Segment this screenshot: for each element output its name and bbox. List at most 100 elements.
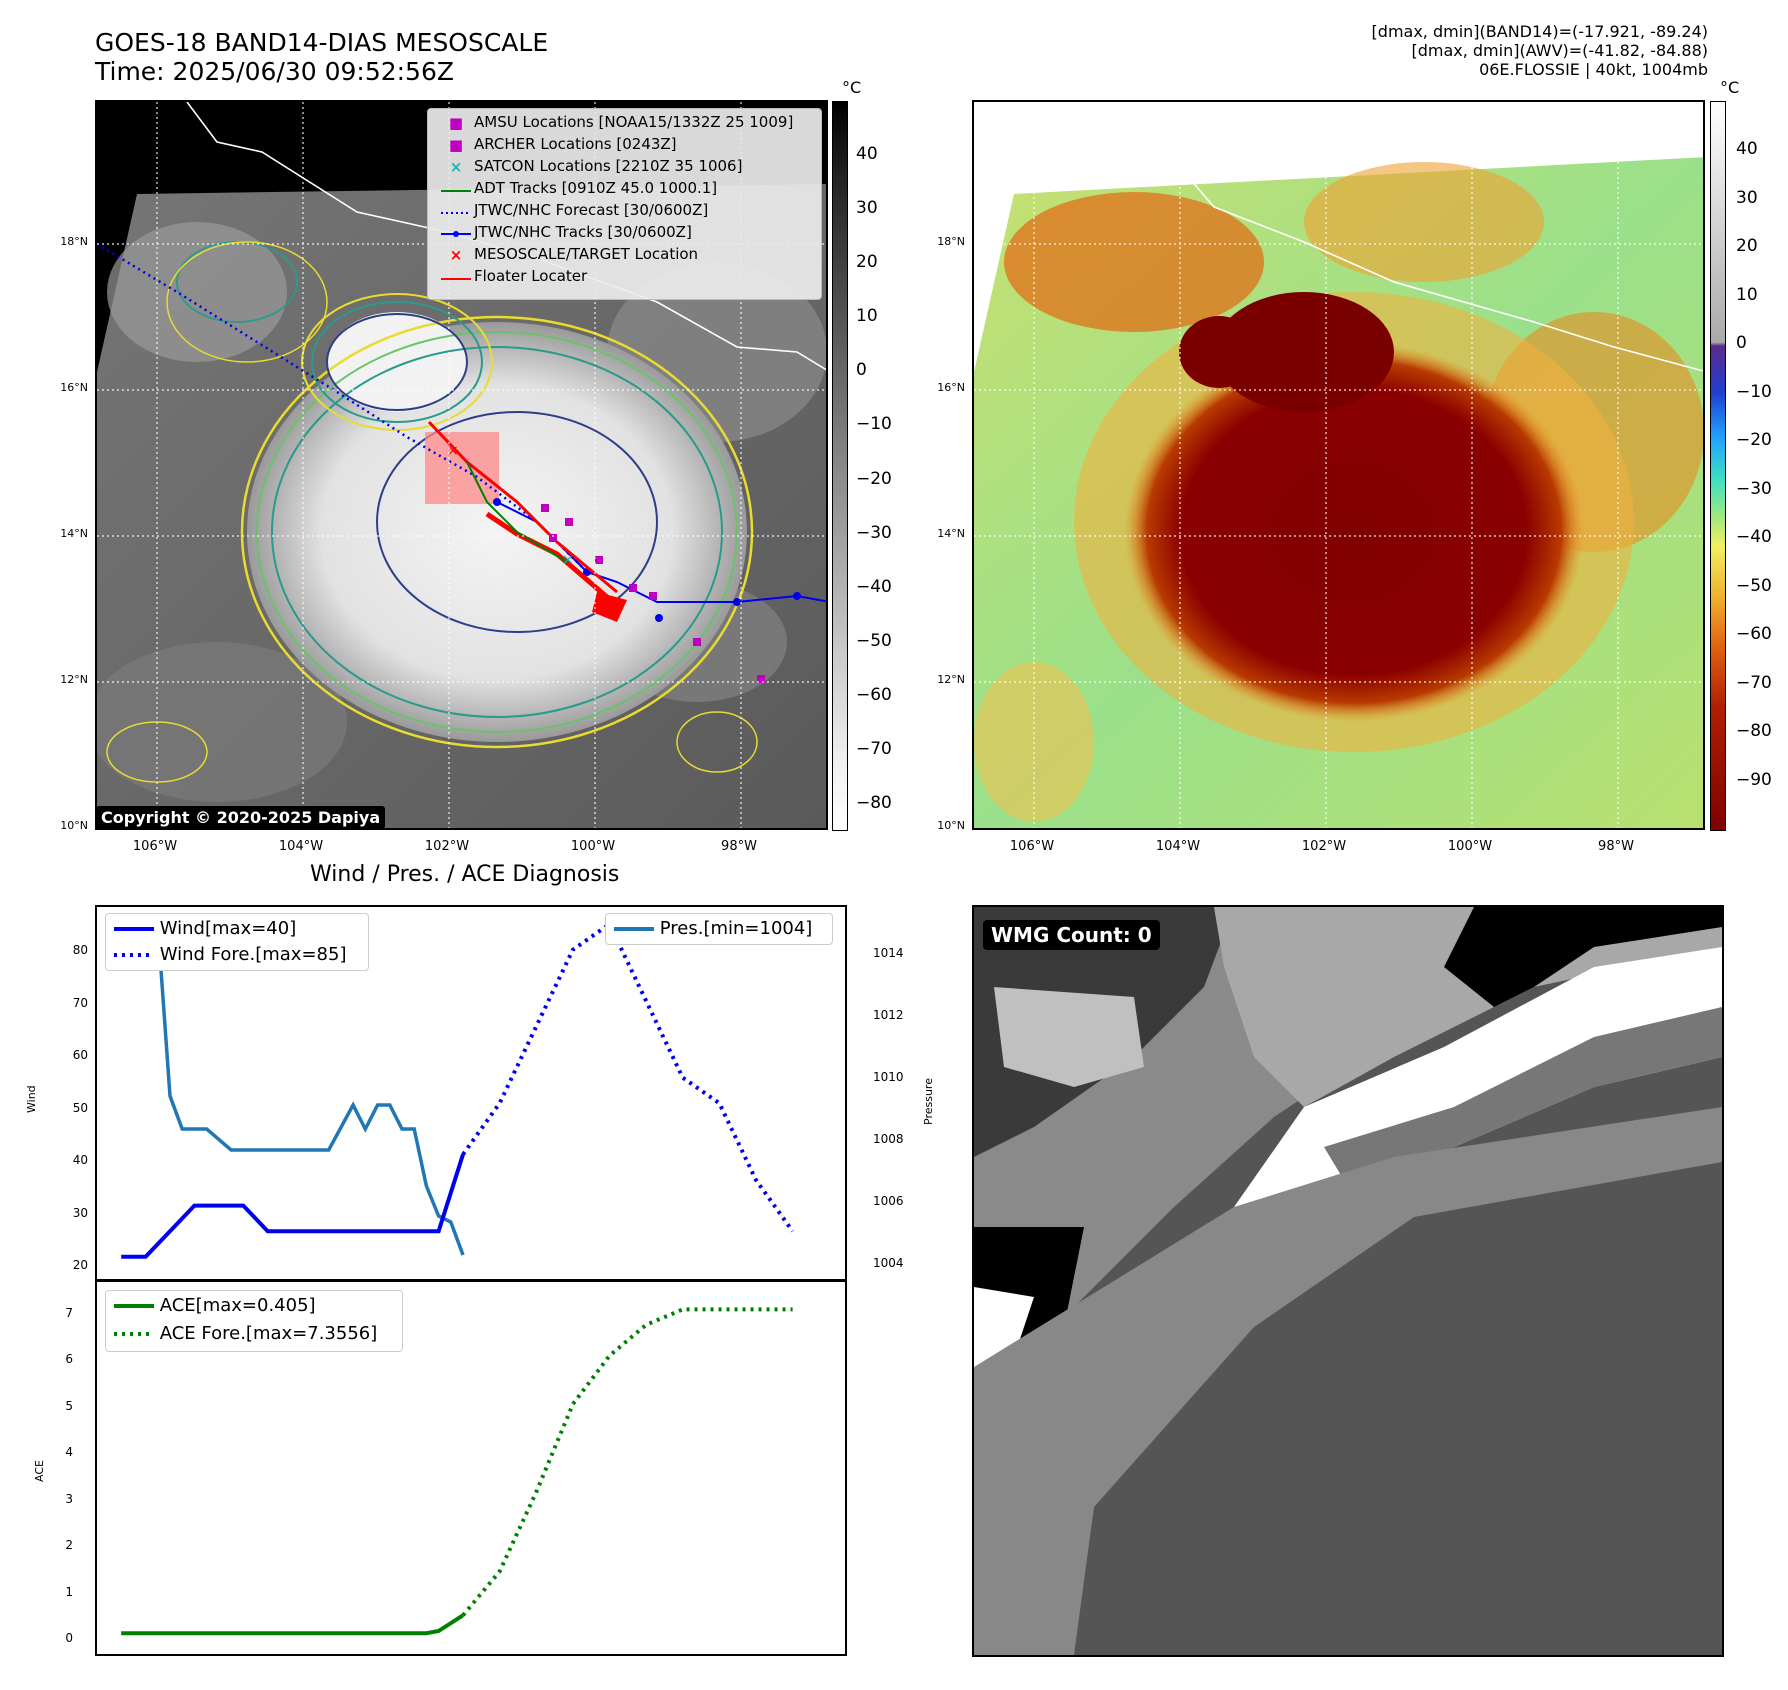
colorbar-tick: −10 (1736, 381, 1772, 402)
wind-axis-label: Wind (25, 1085, 38, 1113)
map-imagery-color (974, 102, 1703, 828)
axis-tick-label: 70 (72, 995, 88, 1010)
lat-label: 18°N (60, 235, 88, 248)
wind-pressure-chart: Wind[max=40] Wind Fore.[max=85] Pres.[mi… (95, 905, 847, 1281)
ace-plot (121, 1307, 793, 1636)
axis-tick-label: 1004 (873, 1256, 904, 1270)
legend-wind: Wind[max=40] (114, 918, 297, 939)
colorbar-tick: −30 (1736, 478, 1772, 499)
colorbar-unit: °C (1720, 78, 1740, 97)
axis-tick-label: 4 (65, 1445, 73, 1460)
ace-chart: ACE[max=0.405] ACE Fore.[max=7.3556] (95, 1280, 847, 1656)
ace-legend: ACE[max=0.405] ACE Fore.[max=7.3556] (105, 1290, 403, 1352)
axis-tick-label: 1008 (873, 1132, 904, 1146)
colorbar-tick: −80 (856, 793, 892, 813)
colorbar-tick: 30 (856, 198, 878, 219)
legend-mesoscale: × MESOSCALE/TARGET Location (449, 245, 699, 264)
stats-awv: [dmax, dmin](AWV)=(-41.82, -84.88) (1411, 41, 1708, 60)
axis-tick-label: 6 (65, 1352, 73, 1367)
lon-label: 104°W (278, 839, 324, 854)
colorbar-tick: −50 (1736, 575, 1772, 596)
colorbar-tick: 20 (1736, 236, 1758, 257)
colorbar-tick: −80 (1736, 721, 1772, 742)
diagnosis-title: Wind / Pres. / ACE Diagnosis (310, 862, 620, 887)
legend-satcon: × SATCON Locations [2210Z 35 1006] (449, 157, 743, 176)
colorbar-tick: −40 (856, 576, 892, 597)
ace-series-line (121, 1613, 465, 1636)
colorbar-tick: −60 (1736, 624, 1772, 645)
colorbar-tick: −30 (856, 522, 892, 543)
axis-tick-label: 1014 (873, 946, 904, 960)
colorbar-unit: °C (842, 78, 862, 97)
lon-label: 100°W (1447, 839, 1493, 854)
colorbar-tick: 40 (1736, 139, 1758, 159)
storm-info: 06E.FLOSSIE | 40kt, 1004mb (1479, 60, 1708, 79)
axis-tick-label: 60 (72, 1048, 88, 1062)
pressure-series-line (121, 923, 465, 1256)
axis-tick-label: 2 (65, 1538, 73, 1553)
satellite-map-color (972, 100, 1705, 830)
colorbar-color (1710, 101, 1726, 831)
axis-tick-label: 1006 (873, 1194, 904, 1208)
colorbar-tick: −90 (1736, 770, 1772, 790)
lon-label: 102°W (1301, 839, 1347, 854)
wmg-panel (972, 905, 1724, 1657)
copyright-badge: Copyright © 2020-2025 Dapiya (96, 806, 386, 829)
svg-text:×: × (447, 443, 459, 459)
pressure-legend: Pres.[min=1004] (605, 913, 833, 945)
pressure-axis-label: Pressure (922, 1078, 935, 1125)
lat-label: 14°N (937, 527, 965, 540)
axis-tick-label: 0 (65, 1631, 73, 1645)
legend-ace-fore: ACE Fore.[max=7.3556] (114, 1323, 378, 1344)
axis-tick-label: 20 (72, 1258, 88, 1272)
colorbar-tick: −20 (856, 468, 892, 489)
colorbar-tick: 30 (1736, 187, 1758, 208)
lon-label: 98°W (721, 839, 757, 854)
satellite-map-grayscale: × × ■ AMSU Locations [NOAA15/1332Z 25 100… (95, 100, 828, 830)
axis-tick-label: 50 (72, 1100, 88, 1115)
wmg-image (974, 907, 1722, 1655)
lon-label: 106°W (1009, 839, 1055, 854)
colorbar-tick: 40 (856, 144, 878, 164)
legend-adt: ADT Tracks [0910Z 45.0 1000.1] (441, 179, 718, 197)
lon-label: 102°W (424, 839, 470, 854)
lon-label: 104°W (1155, 839, 1201, 854)
svg-text:×: × (562, 552, 574, 568)
colorbar-grayscale (832, 101, 848, 831)
axis-tick-label: 5 (65, 1398, 73, 1413)
ace-axis-label: ACE (33, 1460, 46, 1482)
wind-forecast-series-line (461, 921, 795, 1233)
lon-label: 98°W (1598, 839, 1634, 854)
colorbar-tick: −20 (1736, 430, 1772, 451)
lat-label: 16°N (60, 381, 88, 394)
colorbar-tick: 10 (856, 306, 878, 327)
lat-label: 18°N (937, 235, 965, 248)
lat-label: 12°N (937, 673, 965, 686)
colorbar-tick: −70 (856, 738, 892, 759)
colorbar-tick: 0 (856, 360, 867, 381)
lat-label: 12°N (60, 673, 88, 686)
axis-tick-label: 40 (72, 1153, 88, 1167)
legend-forecast: JTWC/NHC Forecast [30/0600Z] (441, 201, 709, 219)
map-legend: ■ AMSU Locations [NOAA15/1332Z 25 1009] ■… (427, 108, 822, 300)
ace-forecast-series-line (461, 1307, 793, 1617)
lon-label: 100°W (570, 839, 616, 854)
stats-band14: [dmax, dmin](BAND14)=(-17.921, -89.24) (1371, 22, 1708, 41)
lat-label: 10°N (60, 819, 88, 832)
wind-pressure-plot (121, 921, 795, 1259)
axis-tick-label: 3 (65, 1491, 73, 1506)
legend-tracks: JTWC/NHC Tracks [30/0600Z] (438, 221, 692, 243)
axis-tick-label: 80 (72, 943, 88, 957)
colorbar-tick: −10 (856, 414, 892, 435)
legend-amsu: ■ AMSU Locations [NOAA15/1332Z 25 1009] (448, 113, 794, 132)
wind-series-line (121, 1153, 465, 1259)
colorbar-tick: −60 (856, 684, 892, 705)
axis-tick-label: 30 (72, 1205, 88, 1220)
axis-tick-label: 7 (65, 1306, 73, 1320)
lat-label: 10°N (937, 819, 965, 832)
legend-archer: ■ ARCHER Locations [0243Z] (448, 135, 677, 154)
legend-floater: Floater Locater (441, 267, 588, 285)
legend-wind-fore: Wind Fore.[max=85] (114, 944, 347, 965)
colorbar-tick: −70 (1736, 672, 1772, 693)
lat-label: 16°N (937, 381, 965, 394)
